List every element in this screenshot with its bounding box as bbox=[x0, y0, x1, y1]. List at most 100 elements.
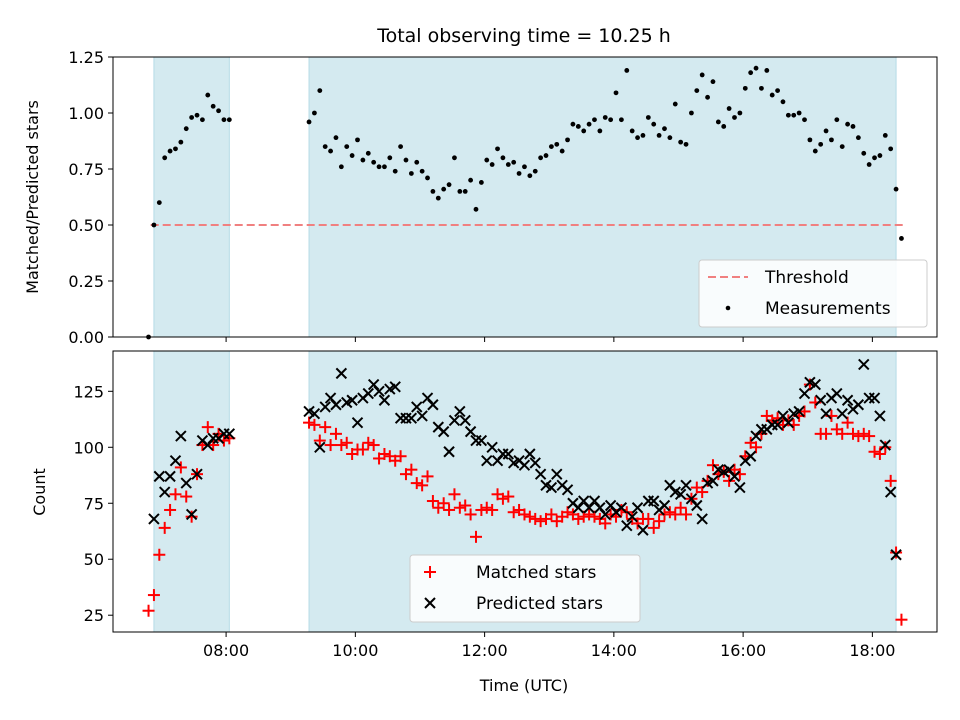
measurement-point bbox=[592, 117, 597, 123]
matched-star-point bbox=[180, 490, 193, 503]
matched-star-point bbox=[313, 434, 326, 447]
measurement-point bbox=[839, 144, 845, 150]
measurement-point bbox=[398, 144, 403, 150]
predicted-star-point bbox=[890, 549, 902, 561]
measurement-point bbox=[759, 85, 764, 91]
x-tick-label: 16:00 bbox=[720, 641, 766, 660]
measurement-point bbox=[468, 177, 474, 183]
matched-star-point bbox=[890, 546, 903, 559]
x-tick-label: 18:00 bbox=[849, 641, 895, 660]
measurement-point bbox=[328, 148, 333, 154]
measurement-point bbox=[538, 155, 544, 161]
measurement-point bbox=[210, 103, 216, 109]
predicted-star-point bbox=[820, 407, 832, 420]
measurement-point bbox=[151, 222, 157, 228]
matched-star-point bbox=[469, 530, 482, 543]
predicted-star-point bbox=[411, 401, 423, 413]
matched-star-point bbox=[340, 436, 353, 449]
measurement-point bbox=[376, 164, 382, 170]
measurement-point bbox=[726, 106, 732, 111]
matched-star-point bbox=[303, 416, 316, 429]
measurement-point bbox=[629, 128, 635, 134]
matched-star-point bbox=[820, 427, 833, 440]
matched-star-point bbox=[518, 508, 531, 521]
measurement-point bbox=[802, 117, 807, 123]
matched-star-point bbox=[164, 503, 177, 516]
measurement-point bbox=[866, 162, 872, 167]
matched-star-point bbox=[588, 510, 601, 523]
matched-star-point bbox=[378, 447, 391, 460]
measurement-point bbox=[586, 121, 592, 127]
matched-star-point bbox=[836, 427, 849, 440]
legend-predicted-swatch bbox=[424, 597, 436, 609]
measurement-point bbox=[167, 148, 173, 154]
measurement-point bbox=[597, 128, 603, 134]
measurement-point bbox=[710, 79, 716, 85]
predicted-star-point bbox=[185, 508, 198, 521]
measurement-point bbox=[575, 124, 581, 129]
matched-star-point bbox=[846, 427, 859, 440]
legend-measurements-swatch bbox=[725, 305, 731, 311]
measurement-point bbox=[737, 110, 743, 116]
measurement-point bbox=[807, 137, 813, 143]
predicted-star-point bbox=[529, 457, 541, 469]
predicted-star-point bbox=[637, 524, 649, 536]
y-tick-label: 125 bbox=[73, 382, 104, 401]
predicted-star-point bbox=[599, 508, 611, 521]
predicted-star-point bbox=[879, 439, 892, 451]
measurement-point bbox=[769, 92, 775, 98]
measurement-point bbox=[834, 117, 840, 123]
measurement-point bbox=[715, 119, 721, 125]
matched-star-point bbox=[416, 479, 429, 492]
measurement-point bbox=[829, 137, 834, 143]
measurement-point bbox=[306, 119, 312, 125]
matched-star-point bbox=[868, 445, 881, 458]
matched-star-point bbox=[663, 506, 676, 519]
measurement-point bbox=[430, 189, 436, 194]
predicted-star-point bbox=[680, 479, 692, 492]
measurement-point bbox=[877, 153, 883, 158]
matched-star-point bbox=[561, 506, 574, 519]
predicted-star-point bbox=[416, 410, 428, 422]
matched-star-point bbox=[523, 510, 536, 523]
predicted-star-point bbox=[868, 392, 881, 404]
predicted-star-point bbox=[545, 481, 558, 494]
y-tick-label: 100 bbox=[73, 438, 104, 457]
measurement-point bbox=[189, 115, 195, 120]
predicted-star-point bbox=[658, 499, 671, 512]
measurement-point bbox=[441, 186, 447, 192]
bottom-legend-box bbox=[409, 554, 641, 623]
measurement-point bbox=[651, 121, 657, 127]
predicted-star-point bbox=[502, 448, 515, 460]
predicted-star-point bbox=[153, 470, 166, 483]
predicted-star-point bbox=[308, 407, 321, 420]
matched-star-point bbox=[647, 521, 660, 534]
matched-star-point bbox=[201, 421, 214, 434]
predicted-star-point bbox=[330, 399, 342, 411]
matched-star-point bbox=[335, 439, 348, 452]
y-tick-label: 25 bbox=[84, 606, 104, 625]
measurement-point bbox=[689, 110, 694, 116]
matched-star-point bbox=[329, 427, 342, 440]
measurement-point bbox=[855, 135, 861, 141]
measurement-point bbox=[678, 139, 684, 145]
matched-star-point bbox=[879, 441, 892, 454]
measurement-point bbox=[462, 189, 468, 194]
predicted-star-point bbox=[405, 412, 418, 424]
predicted-star-point bbox=[836, 407, 848, 420]
predicted-star-point bbox=[518, 459, 531, 471]
measurement-point bbox=[452, 155, 457, 161]
legend-matched-swatch bbox=[424, 566, 436, 578]
predicted-star-point bbox=[691, 499, 703, 512]
matched-star-point bbox=[642, 512, 655, 525]
matched-star-point bbox=[529, 512, 542, 525]
matched-star-point bbox=[577, 510, 590, 523]
predicted-star-point bbox=[175, 430, 187, 442]
measurement-point bbox=[791, 112, 797, 118]
measurement-point bbox=[570, 121, 576, 127]
matched-star-point bbox=[599, 517, 612, 530]
measurement-point bbox=[845, 121, 850, 127]
matched-star-point bbox=[356, 443, 369, 456]
matched-star-point bbox=[394, 450, 407, 463]
bottom-axes-frame bbox=[112, 350, 938, 633]
